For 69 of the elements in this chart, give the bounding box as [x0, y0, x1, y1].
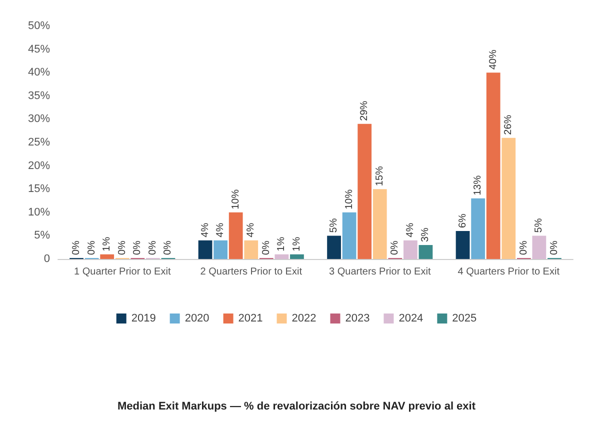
data-label: 10% [344, 189, 355, 210]
data-label: 0% [260, 240, 272, 255]
x-tick-label: 3 Quarters Prior to Exit [329, 266, 431, 278]
data-label: 0% [390, 240, 401, 255]
y-tick-label: 10% [28, 206, 50, 218]
bar [214, 240, 228, 259]
bar [290, 254, 304, 259]
data-label: 10% [230, 189, 242, 210]
data-label: 26% [503, 114, 514, 135]
y-tick-label: 20% [28, 160, 50, 172]
text: Median Exit Markups — % de revalorización sobre NAV previo al exit [117, 400, 476, 412]
bar [358, 124, 372, 259]
data-label: 40% [488, 49, 499, 70]
bar [198, 240, 212, 259]
data-label: 0% [162, 240, 174, 255]
bar [532, 236, 546, 259]
bar [471, 198, 486, 259]
data-label: 0% [71, 240, 82, 255]
legend-label: 2021 [238, 312, 263, 324]
y-tick-label: 15% [28, 183, 50, 196]
legend-label: 2019 [131, 312, 156, 324]
x-tick-label: 4 Quarters Prior to Exit [458, 266, 560, 278]
y-tick-label: 5% [34, 230, 50, 242]
data-label: 15% [374, 166, 386, 186]
data-label: 0% [518, 240, 530, 255]
data-label: 0% [132, 240, 144, 255]
y-tick-label: 45% [28, 43, 50, 56]
bar [327, 236, 341, 259]
legend-label: 2022 [292, 312, 316, 324]
y-tick-label: 40% [28, 66, 50, 79]
data-label: 5% [328, 218, 340, 233]
bar [274, 254, 289, 259]
data-label: 5% [534, 218, 545, 233]
x-tick-label: 2 Quarters Prior to Exit [200, 266, 302, 278]
data-label: 4% [215, 222, 226, 238]
data-label: 4% [200, 222, 211, 238]
data-label: 3% [420, 227, 432, 242]
data-label: 1% [276, 236, 288, 252]
data-label: 0% [548, 240, 560, 255]
bar [100, 254, 114, 259]
legend-label: 2023 [345, 312, 370, 324]
bar [228, 212, 243, 259]
bar [502, 138, 516, 259]
data-label: 0% [86, 240, 98, 255]
bar [372, 189, 387, 259]
data-label: 0% [147, 240, 158, 255]
bar [244, 240, 258, 259]
data-label: 29% [359, 100, 370, 121]
x-tick-label: 1 Quarter Prior to Exit [74, 266, 171, 278]
legend-label: 2024 [398, 312, 424, 324]
data-label: 4% [404, 222, 416, 238]
y-tick-label: 0 [44, 253, 50, 265]
legend-label: 2025 [452, 312, 477, 324]
y-tick-label: 50% [28, 20, 50, 32]
bar [403, 240, 418, 259]
y-tick-label: 35% [28, 90, 50, 102]
legend-label: 2020 [184, 312, 210, 324]
data-label: 6% [457, 213, 468, 228]
data-label: 4% [246, 222, 257, 238]
y-tick-label: 30% [28, 113, 50, 126]
data-label: 1% [291, 236, 302, 252]
bar [418, 245, 433, 259]
y-tick-label: 25% [28, 136, 50, 148]
bar [342, 212, 356, 259]
data-label: 0% [116, 240, 128, 255]
bar [486, 72, 500, 259]
data-label: 1% [102, 236, 113, 252]
data-label: 13% [472, 175, 484, 196]
bar [456, 231, 470, 259]
